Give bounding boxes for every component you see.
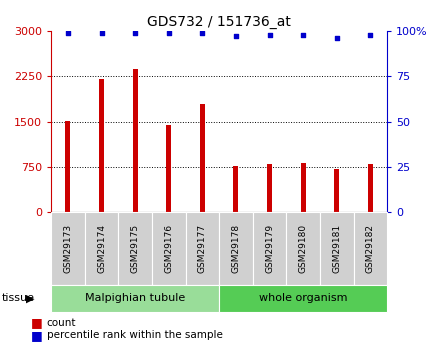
Text: GSM29178: GSM29178 [231, 224, 240, 273]
Text: GSM29174: GSM29174 [97, 224, 106, 273]
Point [333, 36, 340, 41]
Point [232, 34, 239, 39]
Bar [234, 166, 239, 212]
Point [65, 30, 72, 36]
Point [367, 32, 374, 38]
Text: GSM29180: GSM29180 [299, 224, 307, 273]
Bar [133, 69, 138, 212]
Point [98, 30, 105, 36]
Bar [166, 125, 171, 212]
Text: GSM29181: GSM29181 [332, 224, 341, 273]
Bar [267, 165, 272, 212]
Text: GSM29182: GSM29182 [366, 224, 375, 273]
Text: GSM29179: GSM29179 [265, 224, 274, 273]
Text: ■: ■ [31, 329, 43, 342]
Text: tissue: tissue [2, 294, 35, 303]
Text: GSM29175: GSM29175 [131, 224, 140, 273]
Bar [65, 121, 70, 212]
Text: ▶: ▶ [26, 294, 34, 303]
Bar [99, 79, 104, 212]
Point [132, 30, 139, 36]
Text: GSM29173: GSM29173 [64, 224, 73, 273]
Bar [334, 169, 339, 212]
Bar [368, 165, 373, 212]
Text: count: count [47, 318, 76, 327]
Bar [301, 162, 306, 212]
Point [299, 32, 307, 38]
Text: Malpighian tubule: Malpighian tubule [85, 294, 185, 303]
Text: GSM29177: GSM29177 [198, 224, 207, 273]
Point [165, 30, 172, 36]
Text: GSM29176: GSM29176 [164, 224, 173, 273]
Text: percentile rank within the sample: percentile rank within the sample [47, 331, 222, 340]
Title: GDS732 / 151736_at: GDS732 / 151736_at [147, 14, 291, 29]
Text: ■: ■ [31, 316, 43, 329]
Text: whole organism: whole organism [259, 294, 348, 303]
Point [199, 30, 206, 36]
Bar [200, 104, 205, 212]
Point [266, 32, 273, 38]
